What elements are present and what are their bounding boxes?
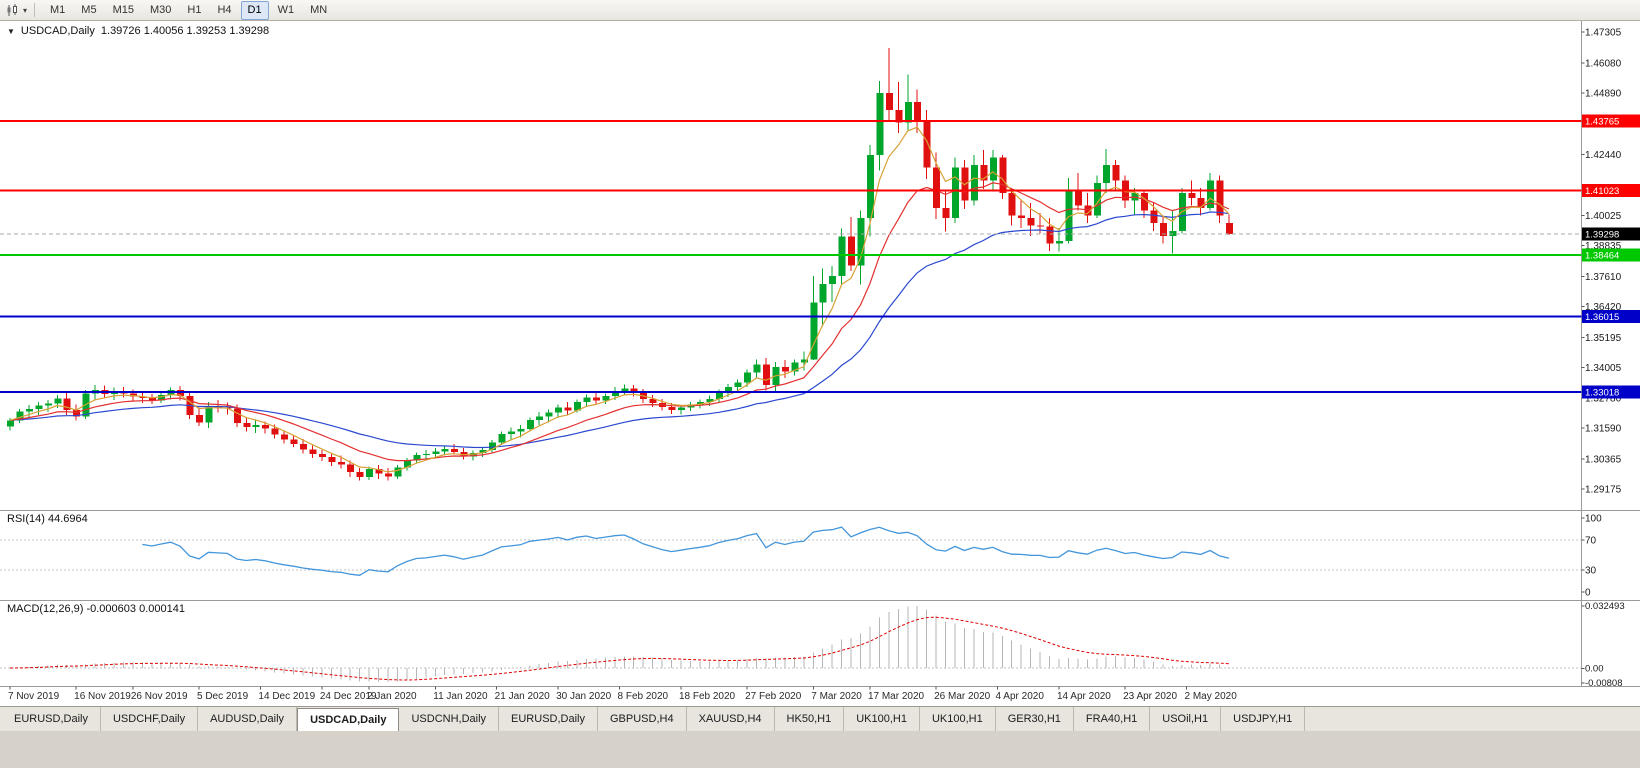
- chart-tab-0-eurusd-daily[interactable]: EURUSD,Daily: [2, 707, 101, 731]
- svg-text:1.39298: 1.39298: [1585, 229, 1619, 240]
- chart-window[interactable]: ▼ USDCAD,Daily 1.39726 1.40056 1.39253 1…: [0, 21, 1640, 706]
- chart-tab-11-ger30-h1[interactable]: GER30,H1: [995, 707, 1074, 731]
- timeframe-button-d1[interactable]: D1: [240, 0, 269, 20]
- svg-text:2 Jan 2020: 2 Jan 2020: [367, 691, 417, 702]
- svg-text:1.36420: 1.36420: [1585, 302, 1622, 313]
- svg-text:70: 70: [1585, 536, 1597, 547]
- price-axis[interactable]: 1.47305 1.46080 1.44890 1.42440 1.40025 1.388…: [1581, 28, 1640, 496]
- svg-text:23 Apr 2020: 23 Apr 2020: [1123, 691, 1177, 702]
- timeframe-button-m30[interactable]: M30: [149, 3, 172, 16]
- chart-tab-13-usoil-h1[interactable]: USOil,H1: [1150, 707, 1222, 731]
- chart-canvas[interactable]: 1.47305 1.46080 1.44890 1.42440 1.40025 1.388…: [0, 21, 1640, 706]
- rsi-panel-layer: 100 70 30 0: [0, 514, 1602, 599]
- macd-indicator-label: MACD(12,26,9) -0.000603 0.000141: [7, 603, 185, 615]
- svg-text:11 Jan 2020: 11 Jan 2020: [433, 691, 488, 702]
- timeframe-button-w1[interactable]: W1: [277, 3, 295, 16]
- svg-text:8 Feb 2020: 8 Feb 2020: [618, 691, 669, 702]
- svg-text:21 Jan 2020: 21 Jan 2020: [495, 691, 550, 702]
- chart-title: ▼ USDCAD,Daily 1.39726 1.40056 1.39253 1…: [7, 25, 269, 37]
- chart-tab-6-gbpusd-h4[interactable]: GBPUSD,H4: [598, 707, 687, 731]
- svg-text:1.40025: 1.40025: [1585, 211, 1622, 222]
- chart-ohlc-readout: 1.39726 1.40056 1.39253 1.39298: [100, 25, 270, 37]
- svg-text:1.35195: 1.35195: [1585, 333, 1622, 344]
- fast-ma-line: [9, 126, 1230, 473]
- svg-text:4 Apr 2020: 4 Apr 2020: [996, 691, 1045, 702]
- timeframe-button-h4[interactable]: H4: [217, 3, 232, 16]
- svg-text:1.37610: 1.37610: [1585, 272, 1622, 283]
- moving-average-lines: [9, 126, 1230, 473]
- date-axis[interactable]: 7 Nov 2019 16 Nov 2019 26 Nov 2019 5 Dec 20…: [8, 686, 1238, 703]
- rsi-indicator-label: RSI(14) 44.6964: [7, 513, 88, 525]
- candlestick-layer: [7, 47, 1234, 481]
- chart-symbol-period: USDCAD,Daily: [20, 25, 95, 37]
- toolbar-separator: [34, 3, 36, 17]
- svg-text:7 Nov 2019: 7 Nov 2019: [8, 691, 60, 702]
- timeframe-button-m5[interactable]: M5: [81, 3, 97, 16]
- svg-text:-0.00808: -0.00808: [1585, 678, 1623, 689]
- svg-text:14 Apr 2020: 14 Apr 2020: [1057, 691, 1111, 702]
- svg-text:1.33018: 1.33018: [1585, 388, 1619, 399]
- svg-text:1.38464: 1.38464: [1585, 250, 1619, 261]
- svg-text:7 Mar 2020: 7 Mar 2020: [811, 691, 862, 702]
- timeframe-button-h1[interactable]: H1: [187, 3, 202, 16]
- svg-text:30: 30: [1585, 565, 1597, 576]
- svg-text:26 Mar 2020: 26 Mar 2020: [934, 691, 991, 702]
- svg-text:100: 100: [1585, 514, 1602, 525]
- svg-text:1.31590: 1.31590: [1585, 424, 1622, 435]
- svg-text:1.36015: 1.36015: [1585, 312, 1619, 323]
- timeframe-button-m15[interactable]: M15: [112, 3, 134, 16]
- svg-text:1.29175: 1.29175: [1585, 485, 1622, 496]
- svg-text:1.42440: 1.42440: [1585, 150, 1622, 161]
- svg-text:14 Dec 2019: 14 Dec 2019: [258, 691, 315, 702]
- macd-signal-line: [9, 616, 1230, 681]
- svg-text:1.43765: 1.43765: [1585, 117, 1619, 128]
- chart-tab-5-eurusd-daily[interactable]: EURUSD,Daily: [499, 707, 598, 731]
- svg-text:27 Feb 2020: 27 Feb 2020: [745, 691, 802, 702]
- svg-text:2 May 2020: 2 May 2020: [1185, 691, 1238, 702]
- chart-tab-10-uk100-h1[interactable]: UK100,H1: [919, 707, 996, 731]
- svg-text:1.46080: 1.46080: [1585, 58, 1622, 69]
- chart-tab-7-xauusd-h4[interactable]: XAUUSD,H4: [686, 707, 775, 731]
- chart-tab-9-uk100-h1[interactable]: UK100,H1: [844, 707, 920, 731]
- svg-text:5 Dec 2019: 5 Dec 2019: [197, 691, 249, 702]
- svg-text:0: 0: [1585, 588, 1591, 599]
- chart-tab-2-audusd-daily[interactable]: AUDUSD,Daily: [198, 707, 298, 731]
- slow-ma-line: [9, 211, 1230, 449]
- svg-text:1.38835: 1.38835: [1585, 241, 1622, 252]
- chart-tab-8-hk50-h1[interactable]: HK50,H1: [774, 707, 845, 731]
- chart-expander-icon[interactable]: ▼: [7, 26, 15, 36]
- svg-text:1.44890: 1.44890: [1585, 88, 1622, 99]
- svg-text:16 Nov 2019: 16 Nov 2019: [74, 691, 131, 702]
- rsi-line: [142, 526, 1230, 576]
- svg-text:1.34005: 1.34005: [1585, 363, 1622, 374]
- chart-type-dropdown-arrow[interactable]: ▾: [23, 5, 28, 15]
- chart-tab-14-usdjpy-h1[interactable]: USDJPY,H1: [1221, 707, 1306, 731]
- timeframe-toolbar: ▾ M1 M5 M15 M30 H1 H4 D1 W1 MN: [0, 0, 1640, 21]
- svg-text:1.32780: 1.32780: [1585, 394, 1622, 405]
- svg-text:1.30365: 1.30365: [1585, 455, 1622, 466]
- svg-text:0.00: 0.00: [1585, 664, 1604, 675]
- svg-text:30 Jan 2020: 30 Jan 2020: [556, 691, 611, 702]
- svg-text:1.41023: 1.41023: [1585, 186, 1619, 197]
- svg-text:24 Dec 2019: 24 Dec 2019: [320, 691, 377, 702]
- macd-panel-layer: 0.032493 0.00 -0.00808: [0, 601, 1625, 689]
- svg-text:0.032493: 0.032493: [1585, 601, 1625, 612]
- chart-tabs-bar: EURUSD,Daily USDCHF,Daily AUDUSD,Daily USDC…: [0, 706, 1640, 731]
- svg-text:26 Nov 2019: 26 Nov 2019: [131, 691, 188, 702]
- svg-text:1.47305: 1.47305: [1585, 28, 1622, 39]
- chart-tab-4-usdcnh-daily[interactable]: USDCNH,Daily: [399, 707, 500, 731]
- svg-text:17 Mar 2020: 17 Mar 2020: [868, 691, 925, 702]
- timeframe-button-m1[interactable]: M1: [50, 3, 66, 16]
- chart-tab-12-fra40-h1[interactable]: FRA40,H1: [1073, 707, 1151, 731]
- chart-tab-1-usdchf-daily[interactable]: USDCHF,Daily: [100, 707, 199, 731]
- status-strip: [0, 731, 1640, 768]
- horizontal-line-objects[interactable]: [0, 120, 1582, 394]
- svg-text:18 Feb 2020: 18 Feb 2020: [679, 691, 736, 702]
- panel-separators: [0, 21, 1640, 687]
- timeframe-button-mn[interactable]: MN: [310, 3, 328, 16]
- chart-tab-3-usdcad-daily[interactable]: USDCAD,Daily: [297, 708, 400, 731]
- chart-type-icon[interactable]: [5, 3, 21, 17]
- medium-ma-line: [9, 182, 1230, 462]
